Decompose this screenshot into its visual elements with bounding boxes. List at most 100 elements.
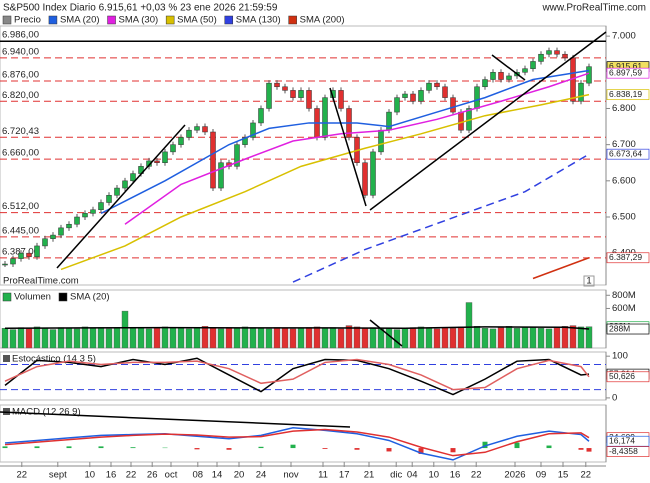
candle xyxy=(506,75,512,80)
candle xyxy=(2,263,8,266)
legend-label: SMA (50) xyxy=(177,15,217,26)
histogram-bar xyxy=(322,448,328,449)
volume-bar xyxy=(193,327,201,349)
volume-bar xyxy=(521,326,529,349)
volume-bar xyxy=(553,326,561,349)
panel-icon xyxy=(3,408,10,415)
histogram-bar xyxy=(98,446,104,449)
series-line xyxy=(100,69,590,215)
volume-bar xyxy=(353,326,361,349)
level-label: 6.820,00 xyxy=(2,90,39,101)
x-tick-label: 15 xyxy=(558,470,569,481)
candle xyxy=(90,209,96,214)
volume-bar xyxy=(137,327,145,349)
value-tag-label: 50,626 xyxy=(609,371,635,381)
panel-title-bg xyxy=(1,353,101,364)
volume-bar xyxy=(569,325,577,349)
candle xyxy=(18,252,24,259)
x-tick-label: sept xyxy=(49,470,67,481)
histogram-bar xyxy=(290,444,296,449)
candle xyxy=(154,160,160,163)
volume-bar xyxy=(153,328,161,349)
series-line xyxy=(4,428,590,457)
candle xyxy=(298,90,304,98)
x-tick-label: 22 xyxy=(471,470,482,481)
legend-label: SMA (20) xyxy=(60,15,100,26)
volume-bar xyxy=(361,328,369,349)
series-line xyxy=(532,257,590,280)
volume-bar xyxy=(337,328,345,349)
histogram-bar xyxy=(482,441,488,449)
x-tick-label: 20 xyxy=(234,470,245,481)
value-tag xyxy=(606,446,650,457)
level-label: 6.986,00 xyxy=(2,30,39,41)
level-label: 6.940,00 xyxy=(2,46,39,57)
level-label: 6.387,00 xyxy=(2,246,39,257)
value-tag-label: 6.387,29 xyxy=(609,252,642,262)
x-tick-label: 22 xyxy=(126,470,137,481)
candle xyxy=(442,86,448,98)
value-tag-label: 6.897,59 xyxy=(609,67,642,77)
histogram-bar xyxy=(514,442,520,449)
candle xyxy=(178,137,184,145)
histogram-bar xyxy=(578,448,584,450)
x-tick-label: 24 xyxy=(256,470,267,481)
volume-bar xyxy=(257,328,265,349)
volume-bar xyxy=(409,327,417,349)
legend-label: Volumen xyxy=(14,292,51,303)
legend-swatch xyxy=(107,15,116,25)
x-tick-label: 10 xyxy=(429,470,440,481)
panel-title: MACD (12 26 9) xyxy=(12,407,81,418)
candle xyxy=(378,129,384,153)
candle xyxy=(58,227,64,236)
volume-bar xyxy=(289,328,297,349)
candle xyxy=(418,90,424,102)
volume-bar xyxy=(177,328,185,349)
candle xyxy=(306,90,312,109)
candle xyxy=(586,66,592,84)
scale-button-label[interactable]: 1 xyxy=(586,276,591,287)
volume-bar xyxy=(25,328,33,349)
legend-label: SMA (30) xyxy=(119,15,159,26)
value-tag-label: 6.673,64 xyxy=(609,148,642,158)
volume-bar xyxy=(33,326,41,349)
candle xyxy=(98,202,104,211)
volume-bar xyxy=(97,327,105,349)
volume-bar xyxy=(1,328,9,349)
candle xyxy=(50,234,56,239)
volume-bar xyxy=(57,327,65,349)
volume-bar xyxy=(129,328,137,349)
volume-bar xyxy=(433,328,441,349)
y-tick-label: 0 xyxy=(612,392,617,403)
histogram-bar xyxy=(386,448,392,452)
volume-bar xyxy=(249,327,257,349)
candle xyxy=(482,79,488,88)
x-tick-label: 16 xyxy=(450,470,461,481)
x-tick-label: 21 xyxy=(364,470,375,481)
scale-button[interactable] xyxy=(583,275,595,287)
series-line xyxy=(292,153,590,283)
volume-bar xyxy=(121,310,129,349)
candle xyxy=(234,144,240,167)
x-tick-label: 16 xyxy=(106,470,117,481)
volume-bar xyxy=(209,328,217,349)
histogram-bar xyxy=(2,446,8,449)
candle xyxy=(394,97,400,113)
candle xyxy=(274,82,280,88)
volume-bar xyxy=(161,326,169,349)
x-tick-label: 10 xyxy=(85,470,96,481)
volume-bar xyxy=(585,326,593,349)
site-link[interactable]: www.ProRealTime.com xyxy=(541,3,646,14)
value-tag xyxy=(606,435,650,447)
y-tick-label: 100 xyxy=(612,351,628,362)
value-tag xyxy=(606,67,650,79)
candle xyxy=(130,173,136,182)
x-tick-label: 09 xyxy=(536,470,547,481)
x-tick-label: 26 xyxy=(147,470,158,481)
panel-title-bg xyxy=(1,406,101,417)
x-tick-label: 08 xyxy=(193,470,204,481)
volume-bar xyxy=(41,328,49,349)
value-tag-label: 6.838,19 xyxy=(609,89,642,99)
histogram-bar xyxy=(450,448,456,453)
histogram-bar xyxy=(194,448,200,450)
